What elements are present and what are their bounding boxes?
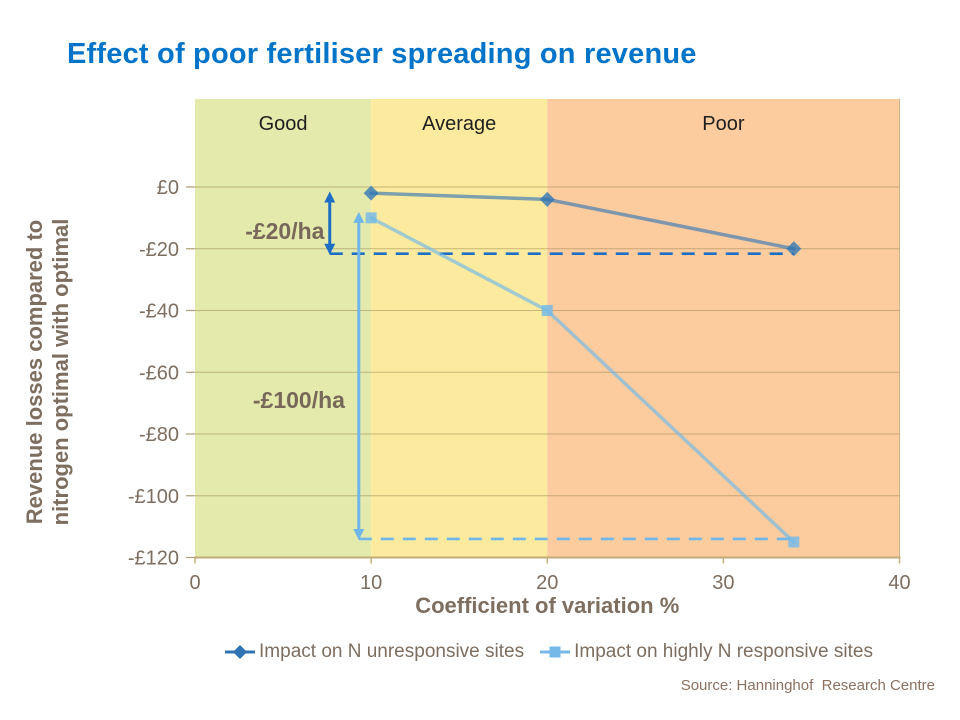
- x-tick-label: 40: [888, 572, 910, 594]
- band-label-poor: Poor: [702, 113, 745, 135]
- data-point-square: [788, 536, 800, 548]
- square-marker-icon: [540, 646, 571, 658]
- annotation-label: -£100/ha: [253, 387, 345, 413]
- band-average: [371, 99, 548, 558]
- data-point-diamond: [539, 191, 555, 207]
- legend-label-2: Impact on highly N responsive sites: [574, 641, 873, 662]
- x-tick-label: 0: [189, 572, 200, 594]
- source-attribution: Source: Hanninghof Research Centre: [680, 677, 935, 694]
- chart-legend: Impact on N unresponsive sites Impact on …: [195, 641, 901, 663]
- band-good: [195, 99, 372, 558]
- y-tick-label: £0: [157, 177, 179, 199]
- chart-title: Effect of poor fertiliser spreading on r…: [67, 38, 697, 70]
- loss-20-arrow-head-down: [324, 243, 336, 255]
- loss-100-arrow-head-down: [353, 528, 365, 540]
- x-tick-label: 20: [536, 572, 558, 594]
- band-poor: [547, 99, 900, 558]
- loss-20-arrow-head-up: [324, 191, 336, 203]
- y-tick-label: -£80: [139, 424, 179, 446]
- data-point-diamond: [786, 241, 802, 257]
- data-point-diamond: [363, 185, 379, 201]
- y-tick-label: -£60: [139, 362, 179, 384]
- legend-item-2: Impact on highly N responsive sites: [538, 641, 873, 663]
- y-tick-label: -£100: [128, 486, 179, 508]
- data-point-square: [365, 212, 377, 224]
- legend-label-1: Impact on N unresponsive sites: [259, 641, 525, 662]
- data-point-square: [541, 305, 553, 316]
- x-tick-label: 30: [712, 572, 734, 594]
- band-label-good: Good: [259, 113, 308, 135]
- loss-100-arrow-head-up: [353, 211, 365, 223]
- diamond-marker-icon: [225, 645, 256, 659]
- x-axis-title: Coefficient of variation %: [415, 593, 679, 618]
- y-tick-label: -£120: [128, 548, 179, 570]
- y-tick-label: -£20: [139, 239, 179, 261]
- band-label-average: Average: [422, 113, 496, 135]
- y-axis-title: Revenue losses compared tonitrogen optim…: [22, 219, 73, 526]
- x-tick-label: 10: [360, 572, 382, 594]
- annotation-label: -£20/ha: [245, 218, 324, 244]
- legend-item-1: Impact on N unresponsive sites: [223, 641, 524, 663]
- y-tick-label: -£40: [139, 301, 179, 323]
